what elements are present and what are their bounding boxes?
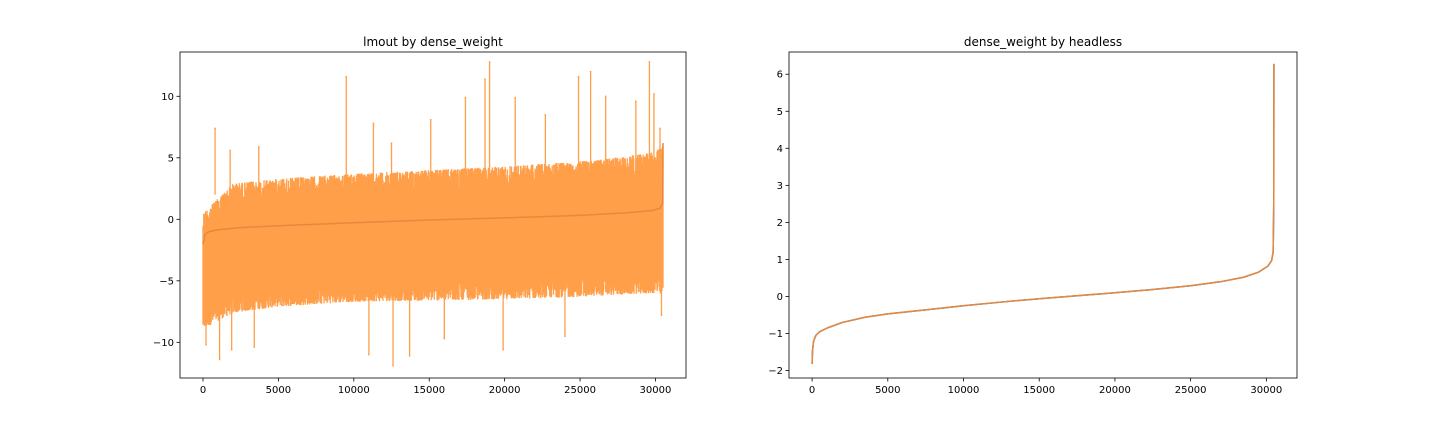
chart-title: dense_weight by headless [964,35,1122,49]
spike-point [484,78,486,80]
x-tick-label: 10000 [338,385,370,396]
spike-point [205,343,207,346]
spike-point [648,61,651,63]
x-tick-label: 20000 [1099,385,1131,396]
x-tick-label: 5000 [875,385,900,396]
spike-point [345,75,348,78]
plot-area [202,61,664,367]
spike-point [372,122,375,125]
x-tick-label: 30000 [640,385,672,396]
spike-point [589,70,592,73]
spike-point [218,358,221,361]
x-tick-label: 0 [809,385,815,396]
spike-point [368,353,370,356]
y-tick-label: −10 [153,338,174,349]
spike-point [229,149,231,152]
spike-point [214,127,216,130]
spike-point [230,348,233,351]
x-tick-label: 25000 [1175,385,1207,396]
spike-point [502,348,504,351]
y-tick-label: 6 [777,70,783,81]
y-tick-label: −5 [159,276,174,287]
x-tick-label: 25000 [564,385,596,396]
y-tick-label: 0 [168,215,174,226]
axes-frame [788,51,1298,379]
y-tick-label: 4 [777,144,783,155]
x-tick-label: 30000 [1250,385,1282,396]
spike-point [653,93,655,95]
spike-point [635,100,637,103]
series-1-line [202,143,664,245]
x-tick-label: 15000 [413,385,445,396]
axes-left: 0 5000 10000 15000 20000 25000 30000 −10 −5 0 5 10 l… [153,35,687,396]
spike-point [443,337,446,340]
spike-point [464,96,467,99]
spike-point [488,61,491,63]
y-tick-label: 2 [777,218,783,229]
spike-point [544,113,547,116]
x-tick-label: 15000 [1023,385,1055,396]
x-tick-label: 0 [200,385,206,396]
y-tick-label: 5 [777,107,783,118]
spike-point [564,335,566,337]
spike-point [390,142,393,144]
spike-point [408,355,411,357]
spike-point [577,75,580,78]
series-1-line [811,63,1275,364]
chart-title: lmout by dense_weight [363,35,503,49]
spike-point [429,118,432,121]
spike-point [258,145,260,148]
axes-right: 0 5000 10000 15000 20000 25000 30000 −2 −1 0 1 2 3 4 5… [768,35,1298,396]
y-tick-label: 10 [161,92,174,103]
series-0-noisy-line [202,61,664,366]
y-tick-label: 3 [777,181,783,192]
y-tick-label: 1 [777,255,783,266]
x-tick-label: 10000 [948,385,980,396]
spike-point [659,127,661,130]
y-tick-label: −2 [768,366,783,377]
series-0-line [811,63,1275,364]
y-tick-label: 5 [168,153,174,164]
y-tick-label: 0 [777,292,783,303]
spike-point [660,314,663,317]
x-tick-label: 5000 [266,385,291,396]
axes-frame [179,51,687,379]
spike-point [514,96,516,99]
plot-area [811,63,1275,364]
spike-point [604,95,607,98]
y-tick-label: −1 [768,329,783,340]
spike-point [253,346,256,349]
x-tick-label: 20000 [489,385,521,396]
spike-point [392,364,394,367]
